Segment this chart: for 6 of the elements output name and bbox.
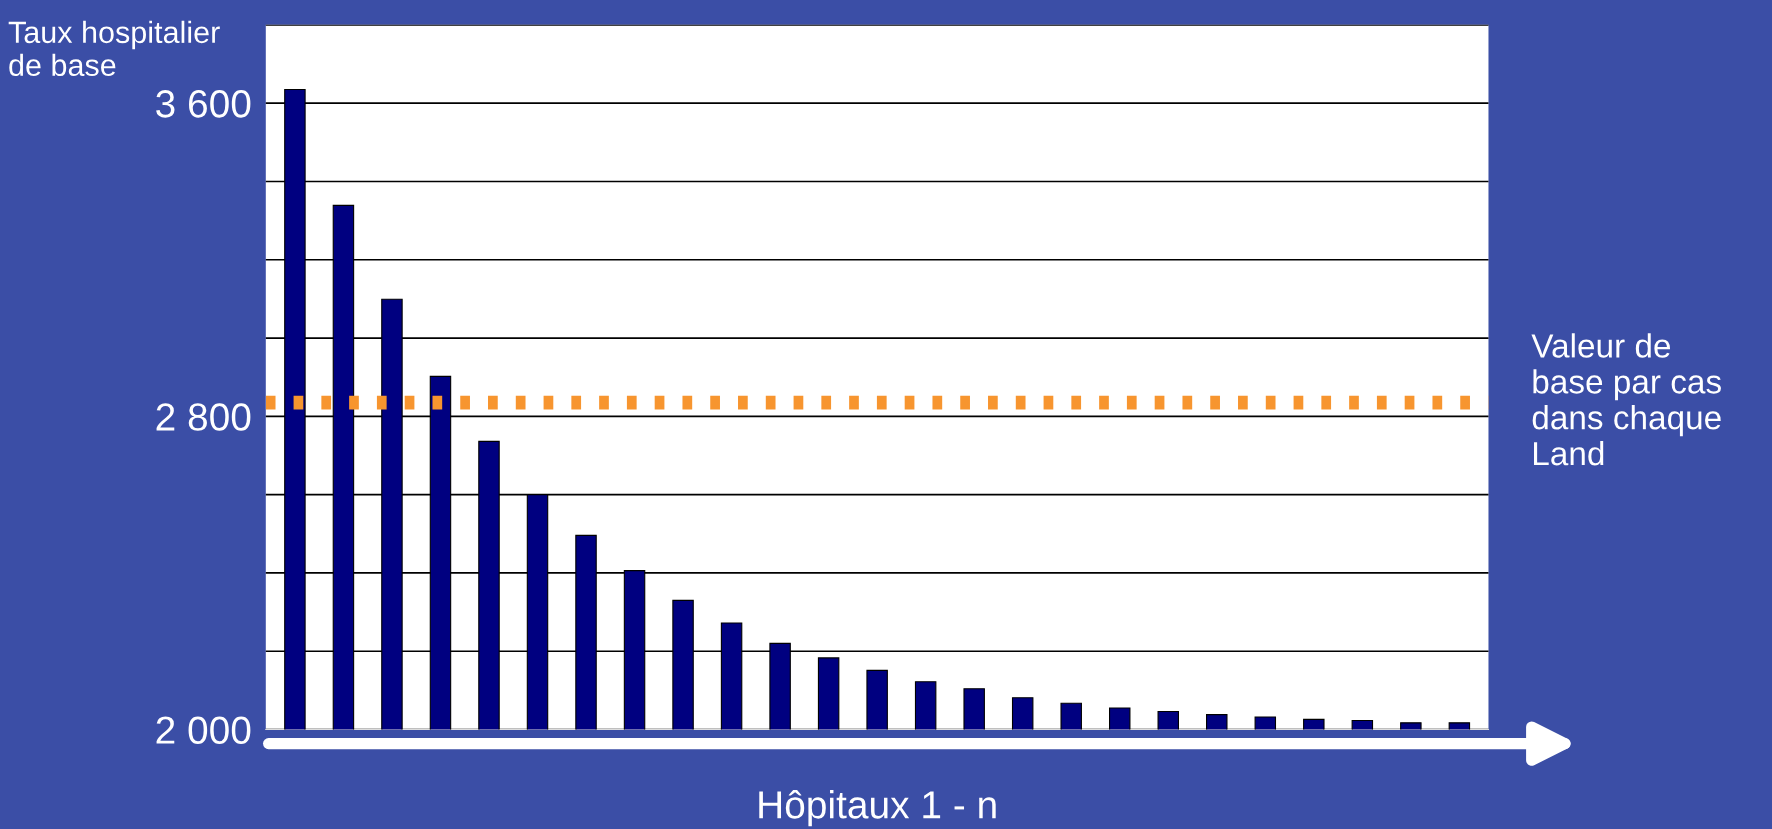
y-tick-label: 2 800 [156, 403, 251, 431]
y-axis-title: Taux hospitalier de base [8, 20, 220, 77]
y-tick-label: 2 000 [156, 716, 251, 744]
y-tick-label: 3 600 [156, 90, 251, 118]
x-axis-title: Hôpitaux 1 - n [759, 789, 996, 827]
ref-line-label: Valeur de base par cas dans chaque Land [1531, 333, 1721, 466]
